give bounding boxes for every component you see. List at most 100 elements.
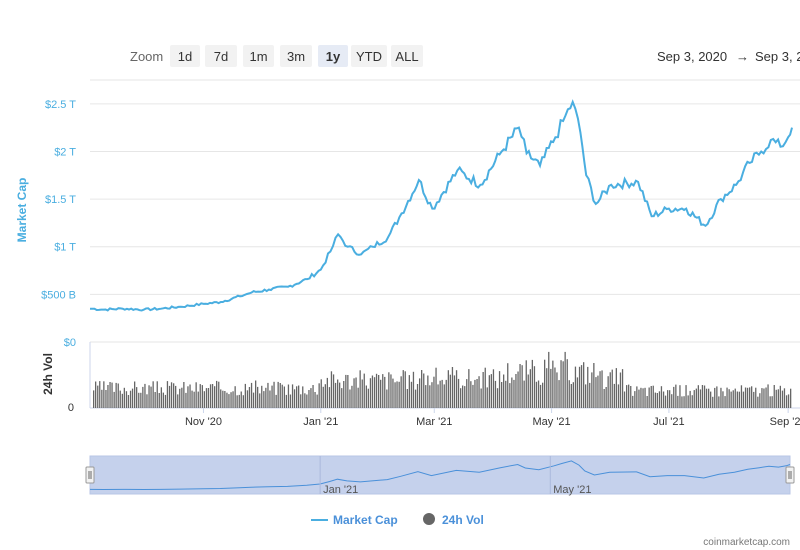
volume-bar [636,386,638,408]
volume-bar [474,379,476,408]
volume-axis-title: 24h Vol [41,353,55,395]
volume-bar [763,388,765,408]
volume-bar [523,380,525,408]
zoom-button-7d[interactable]: 7d [205,45,237,67]
volume-bar [435,367,437,408]
volume-bar [478,376,480,408]
navigator-handle-left[interactable] [85,466,95,484]
navigator[interactable]: Jan '21 May '21 [85,455,795,496]
volume-bar [742,391,745,408]
volume-bar [689,390,691,408]
volume-bar [775,389,777,408]
navigator-line [89,460,791,491]
volume-bar [503,374,505,408]
volume-bar [371,375,374,408]
volume-bar [250,382,253,408]
volume-bar [462,385,464,408]
legend-label-market-cap: Market Cap [333,513,398,527]
y-tick-label: $1 T [54,242,76,254]
navigator-handle-right[interactable] [785,466,795,484]
volume-bar [273,381,275,408]
volume-bar [271,385,273,408]
volume-bar [183,382,185,408]
volume-bar [97,385,99,408]
volume-bar [255,380,257,408]
range-to[interactable]: Sep 3, 2021 [755,49,800,64]
legend-dot-icon [423,513,435,525]
volume-bar [361,379,363,408]
volume-bar [234,386,236,408]
date-range[interactable]: Sep 3, 2020 → Sep 3, 2021 [657,49,800,64]
volume-bar [347,375,349,408]
legend-item-24h-vol[interactable]: 24h Vol [423,513,484,527]
volume-bar [175,385,177,408]
volume-bar [328,387,331,408]
volume-bar [693,390,695,408]
volume-bar [630,386,632,408]
volume-bar [642,388,644,408]
handle-grip-icon [85,466,95,484]
volume-bar [216,380,218,408]
legend-item-market-cap[interactable]: Market Cap [311,513,398,527]
volume-bar [712,396,714,408]
volume-bar [613,383,615,408]
volume-bar [154,392,156,408]
navigator-selection[interactable] [89,455,791,495]
zoom-button-all[interactable]: ALL [391,45,423,67]
zoom-button-bg [205,45,237,67]
volume-bar [535,381,538,408]
volume-bar [257,386,259,408]
volume-bar [187,386,189,408]
volume-bar [570,384,572,408]
zoom-button-ytd[interactable]: YTD [351,45,387,67]
volume-bar [228,394,230,408]
volume-bar [720,387,722,408]
volume-bar [634,391,636,408]
volume-bar [232,391,234,408]
zoom-button-1d[interactable]: 1d [170,45,200,67]
volume-bar [312,385,314,408]
zoom-button-label: 1d [178,49,192,64]
legend: Market Cap 24h Vol [311,513,484,527]
volume-bar [408,375,410,408]
volume-bar [394,382,396,408]
zoom-button-1m[interactable]: 1m [243,45,274,67]
volume-bar [93,390,95,408]
navigator-tick-label: May '21 [553,484,591,496]
volume-bar [349,389,351,408]
y-tick-label: $2 T [54,146,76,158]
volume-bar [744,387,747,408]
range-from[interactable]: Sep 3, 2020 [657,49,727,64]
volume-bar [675,384,677,408]
volume-bar [351,385,353,408]
volume-bar [679,385,681,408]
volume-bar [205,388,208,408]
volume-bar [437,384,439,408]
volume-bar [447,370,449,408]
volume-bar [687,395,689,408]
volume-bar [236,395,238,408]
zoom-button-bg [243,45,274,67]
zoom-button-3m[interactable]: 3m [280,45,312,67]
volume-bar [115,382,117,408]
volume-bar [152,381,154,408]
volume-bar [617,384,620,408]
volume-bar [705,388,708,408]
volume-bar [119,390,121,408]
volume-bar [343,381,345,408]
volume-bar [519,364,521,408]
zoom-button-bg [318,45,348,67]
volume-bar [658,391,661,408]
volume-bar [214,386,216,408]
volume-bar [252,392,255,408]
volume-bar [269,390,271,408]
credit-link[interactable]: coinmarketcap.com [703,537,790,548]
volume-bar [724,396,726,408]
volume-bar [373,377,376,408]
volume-bar [226,392,228,408]
volume-bar [453,375,456,408]
zoom-button-1y[interactable]: 1y [318,45,348,67]
volume-bar [790,388,792,408]
volume-bar [771,396,773,408]
volume-bar [466,379,468,408]
